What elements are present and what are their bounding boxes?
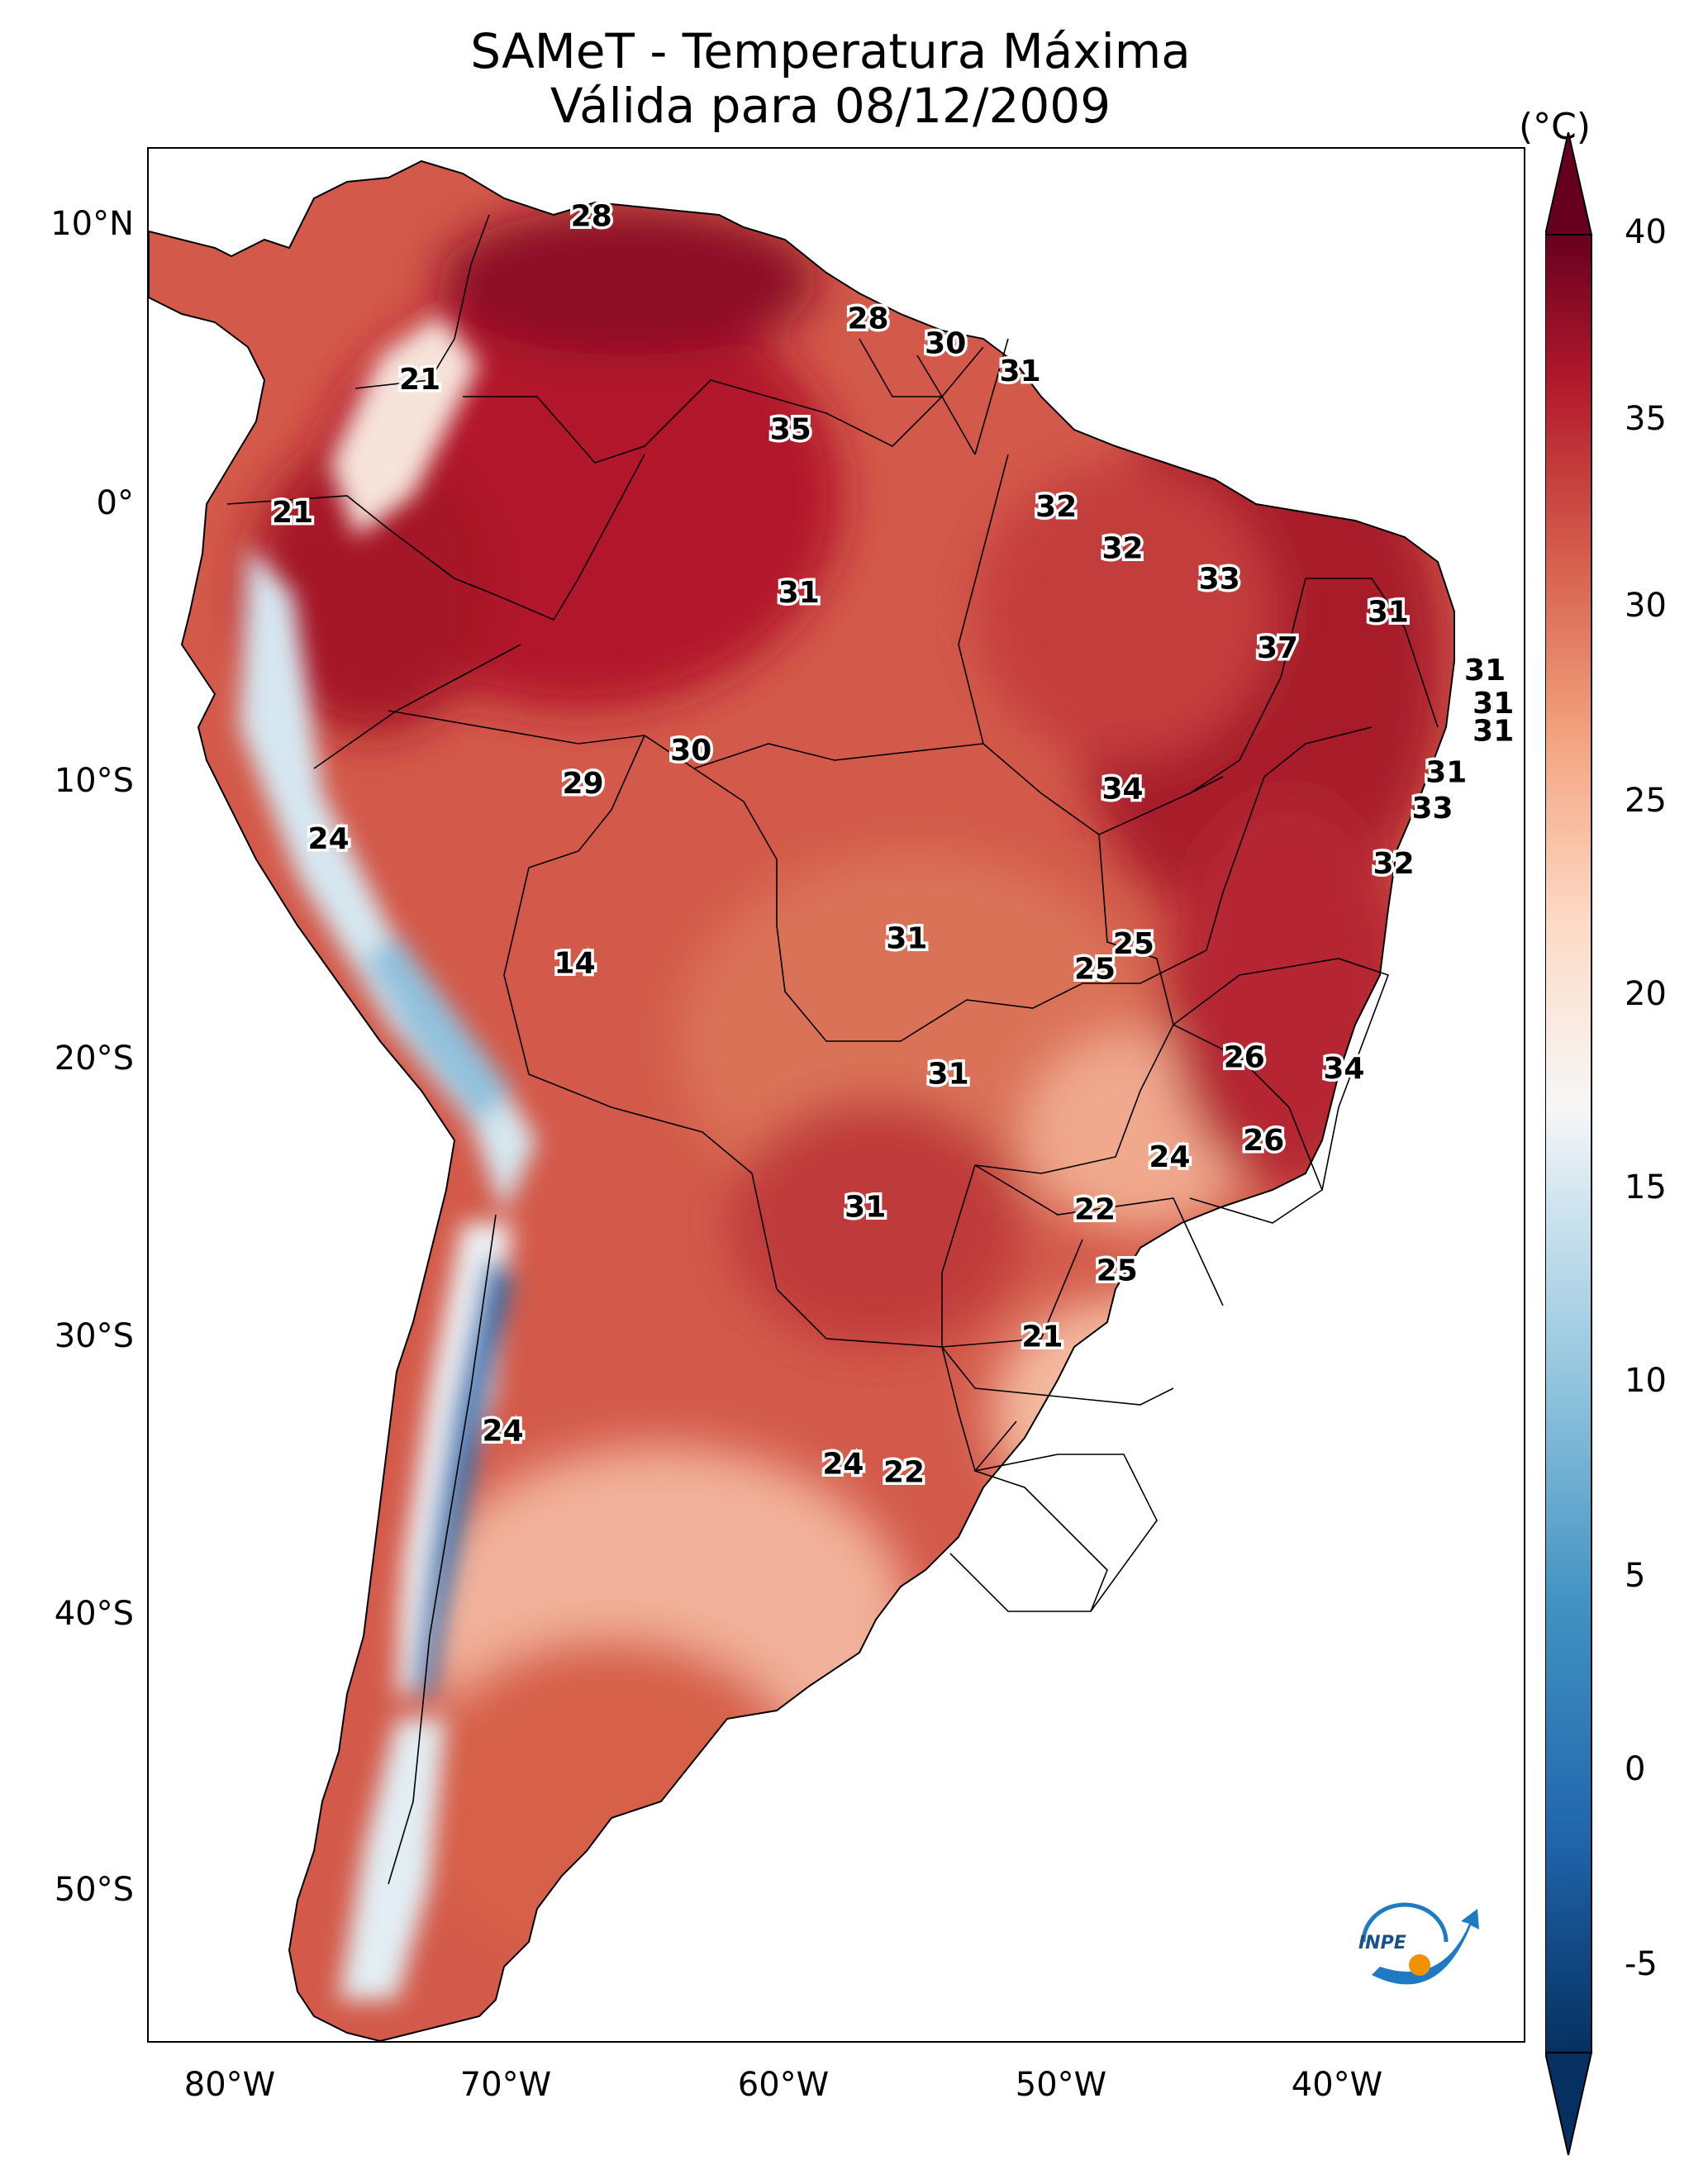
station-value-label: 22 <box>1074 1193 1116 1227</box>
station-value-label: 24 <box>483 1415 524 1449</box>
inpe-logo: INPE <box>1358 1902 1479 1985</box>
colorbar-tick: 25 <box>1625 782 1667 820</box>
svg-text:INPE: INPE <box>1358 1933 1406 1953</box>
station-value-label: 33 <box>1411 792 1453 826</box>
station-value-label: 32 <box>1101 532 1143 566</box>
station-value-label: 29 <box>563 767 604 801</box>
station-value-label: 31 <box>1472 714 1514 748</box>
colorbar-tick: 10 <box>1625 1362 1667 1400</box>
lon-label: 80°W <box>183 2066 276 2104</box>
station-value-label: 28 <box>847 302 888 336</box>
station-value-label: 31 <box>1464 654 1506 688</box>
station-value-label: 32 <box>1035 490 1077 524</box>
lon-label: 60°W <box>737 2066 830 2104</box>
station-value-label: 26 <box>1243 1124 1284 1158</box>
colorbar-tick: 0 <box>1625 1750 1646 1788</box>
station-value-label: 37 <box>1257 631 1298 665</box>
station-value-label: 26 <box>1224 1041 1265 1075</box>
station-value-label: 24 <box>822 1448 864 1482</box>
lat-label: 10°N <box>50 205 134 243</box>
station-value-label: 25 <box>1097 1254 1138 1287</box>
lat-label: 50°S <box>54 1871 134 1909</box>
station-value-label: 31 <box>778 576 820 610</box>
station-value-label: 31 <box>1000 354 1041 388</box>
station-value-label: 31 <box>1425 756 1467 790</box>
station-value-label: 31 <box>928 1058 969 1092</box>
station-value-label: 24 <box>1149 1140 1190 1174</box>
colorbar-tick: 20 <box>1625 975 1667 1013</box>
station-value-label: 25 <box>1113 927 1154 961</box>
station-value-label: 25 <box>1074 952 1116 986</box>
station-value-label: 21 <box>272 496 313 530</box>
colorbar <box>1545 132 1593 2156</box>
station-value-label: 34 <box>1101 773 1143 807</box>
colorbar-tick: 5 <box>1625 1557 1646 1595</box>
station-value-label: 35 <box>770 413 811 447</box>
lat-label: 40°S <box>54 1595 134 1633</box>
station-value-label: 28 <box>571 200 612 234</box>
map-subtitle: Válida para 08/12/2009 <box>550 78 1111 134</box>
station-value-label: 21 <box>399 363 440 397</box>
lon-label: 50°W <box>1015 2066 1107 2104</box>
lat-label: 0° <box>96 484 134 522</box>
colorbar-tick: 30 <box>1625 587 1667 625</box>
lon-label: 70°W <box>459 2066 552 2104</box>
station-value-label: 30 <box>670 734 711 768</box>
map-panel: 28 28 30 31 21 35 21 32 32 31 33 31 37 31 31 31 30 29 34 31… <box>147 147 1525 2043</box>
map-title: SAMeT - Temperatura Máxima <box>470 23 1191 79</box>
colorbar-tick: -5 <box>1625 1945 1658 1983</box>
station-value-label: 24 <box>308 822 350 856</box>
lat-label: 30°S <box>54 1317 134 1355</box>
colorbar-tick: 15 <box>1625 1168 1667 1206</box>
station-value-label: 32 <box>1373 847 1415 881</box>
station-value-label: 31 <box>1472 687 1514 721</box>
colorbar-unit: (°C) <box>1519 106 1591 148</box>
temperature-field <box>149 161 1454 2041</box>
station-value-label: 21 <box>1021 1320 1063 1354</box>
lat-label: 10°S <box>54 762 134 800</box>
lat-label: 20°S <box>54 1040 134 1078</box>
lon-label: 40°W <box>1291 2066 1383 2104</box>
station-value-label: 31 <box>844 1190 886 1224</box>
country-borders <box>226 214 1439 1885</box>
station-value-label: 34 <box>1323 1052 1364 1086</box>
station-value-label: 30 <box>925 327 966 361</box>
station-value-label: 14 <box>554 947 596 981</box>
colorbar-tick: 40 <box>1625 213 1667 251</box>
station-value-label: 31 <box>1368 596 1409 630</box>
station-value-label: 31 <box>886 922 927 956</box>
station-value-label: 22 <box>883 1456 925 1490</box>
station-value-label: 33 <box>1199 562 1240 596</box>
colorbar-tick: 35 <box>1625 400 1667 438</box>
